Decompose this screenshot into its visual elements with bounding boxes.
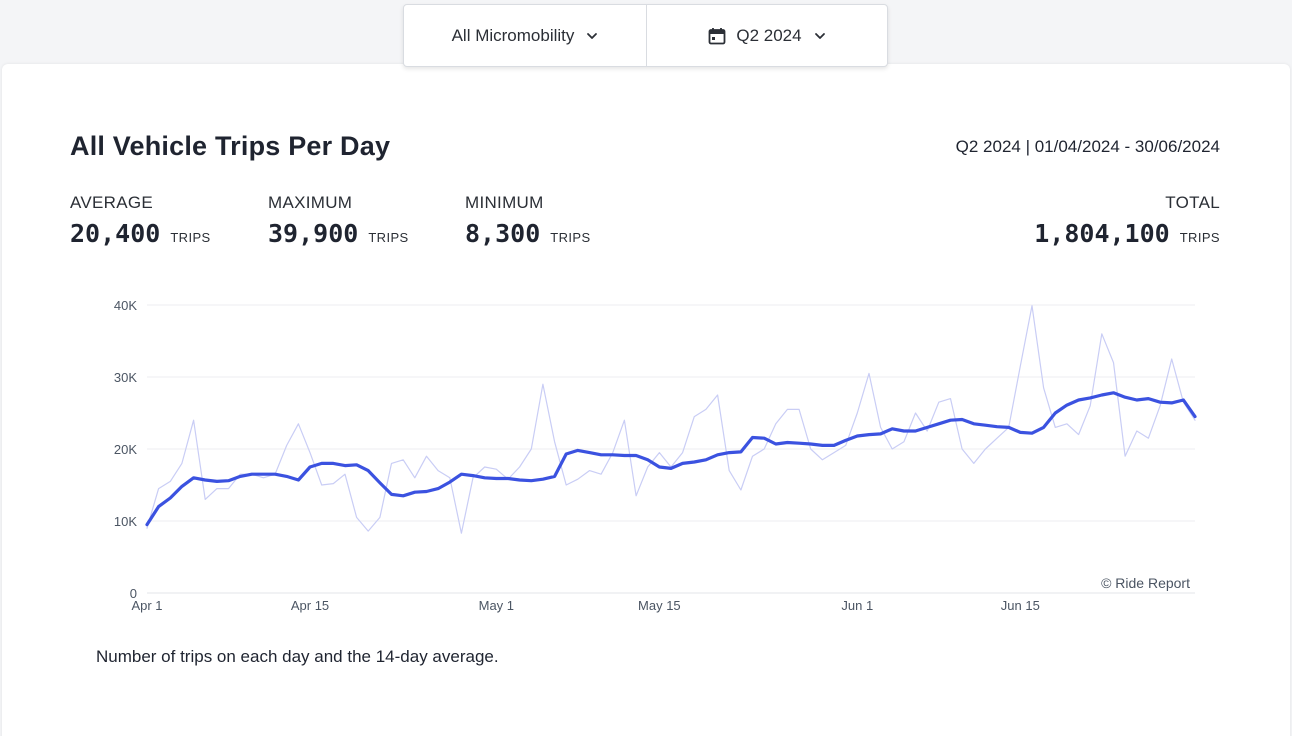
- stat-maximum: MAXIMUM 39,900 TRIPS: [268, 193, 409, 248]
- x-tick-label: Apr 15: [291, 598, 329, 613]
- stat-maximum-label: MAXIMUM: [268, 193, 353, 212]
- x-tick-label: May 15: [638, 598, 681, 613]
- stat-minimum-value: 8,300: [465, 219, 541, 248]
- chevron-down-icon: [587, 32, 598, 39]
- y-tick-label: 10K: [114, 514, 137, 529]
- chart-series: [145, 305, 1197, 534]
- stat-average-label: AVERAGE: [70, 193, 154, 212]
- stat-minimum-unit: TRIPS: [550, 230, 591, 245]
- stat-minimum: MINIMUM 8,300 TRIPS: [465, 193, 591, 248]
- chart-title: All Vehicle Trips Per Day: [70, 131, 391, 161]
- calendar-icon: [708, 27, 726, 44]
- x-tick-label: May 1: [479, 598, 514, 613]
- average-trips-line: [145, 391, 1197, 527]
- chart-credit: © Ride Report: [1101, 575, 1190, 591]
- daily-trips-line: [146, 305, 1196, 534]
- stat-total-value: 1,804,100: [1034, 219, 1170, 248]
- period-dropdown[interactable]: Q2 2024: [647, 5, 887, 66]
- y-tick-label: 40K: [114, 298, 137, 313]
- y-tick-label: 20K: [114, 442, 137, 457]
- x-tick-label: Jun 15: [1001, 598, 1040, 613]
- stat-total-unit: TRIPS: [1179, 230, 1220, 245]
- stat-average-unit: TRIPS: [170, 230, 211, 245]
- mode-dropdown-label: All Micromobility: [451, 25, 575, 45]
- filter-bar: All Micromobility Q2 2024: [403, 4, 888, 67]
- trips-line-chart: 0 10K 20K 30K 40K Apr 1 Apr 15 May 1 May 15 Jun …: [114, 298, 1197, 613]
- stat-average-value: 20,400: [70, 219, 161, 248]
- x-tick-label: Apr 1: [131, 598, 162, 613]
- stat-maximum-value: 39,900: [268, 219, 359, 248]
- stat-total: TOTAL 1,804,100 TRIPS: [1034, 193, 1220, 248]
- stat-average: AVERAGE 20,400 TRIPS: [70, 193, 211, 248]
- x-axis: Apr 1 Apr 15 May 1 May 15 Jun 1 Jun 15: [131, 598, 1039, 613]
- period-range: Q2 2024 | 01/04/2024 - 30/06/2024: [955, 137, 1220, 156]
- stat-minimum-label: MINIMUM: [465, 193, 544, 212]
- y-tick-label: 0: [130, 586, 137, 601]
- y-axis: 0 10K 20K 30K 40K: [114, 298, 137, 601]
- chevron-down-icon: [814, 32, 825, 39]
- stat-total-label: TOTAL: [1165, 193, 1220, 212]
- chart-caption: Number of trips on each day and the 14-d…: [96, 647, 499, 666]
- period-dropdown-label: Q2 2024: [736, 25, 802, 45]
- y-tick-label: 30K: [114, 370, 137, 385]
- x-tick-label: Jun 1: [841, 598, 873, 613]
- mode-dropdown[interactable]: All Micromobility: [404, 5, 647, 66]
- stat-maximum-unit: TRIPS: [368, 230, 409, 245]
- chart-grid: [147, 304, 1195, 594]
